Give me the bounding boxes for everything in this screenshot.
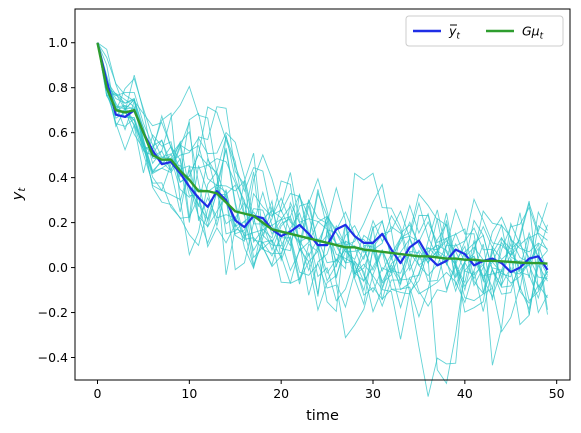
sample-path	[97, 42, 548, 312]
sample-path	[97, 42, 548, 315]
y-tick-label: −0.4	[38, 350, 68, 365]
sample-path	[97, 42, 548, 315]
y-tick-label: 0.8	[48, 80, 68, 95]
sample-path	[97, 42, 548, 308]
series-line-gmu	[96, 42, 548, 265]
legend: yt Gμt	[405, 15, 564, 47]
sample-path	[97, 42, 548, 294]
y-axis-title-base: y	[10, 191, 26, 201]
sample-path	[97, 42, 548, 302]
y-tick-label: 0.4	[48, 170, 68, 185]
legend-label-sub: t	[456, 32, 460, 42]
y-axis-title-sub: t	[17, 187, 28, 192]
sample-path	[97, 42, 548, 333]
x-tick-label: 50	[549, 386, 565, 401]
legend-label: Gμt	[522, 24, 544, 42]
x-axis-title: time	[306, 408, 339, 424]
y-tick-label: 1.0	[48, 35, 68, 50]
y-tick-label: 0.6	[48, 125, 68, 140]
y-tick-label: 0.2	[48, 215, 68, 230]
y-tick-label: 0.0	[48, 260, 68, 275]
legend-label-base: y	[448, 24, 457, 39]
y-axis: −0.4 −0.2 0.0 0.2 0.4 0.6 0.8 1.0	[38, 35, 75, 365]
y-tick-label: −0.2	[38, 305, 68, 320]
x-tick-label: 40	[457, 386, 473, 401]
mean-series	[96, 42, 549, 274]
legend-box	[405, 15, 564, 47]
sample-path	[97, 42, 548, 288]
x-tick-label: 0	[94, 386, 102, 401]
x-tick-label: 20	[273, 386, 289, 401]
plot-frame	[74, 8, 571, 381]
x-axis: 0 10 20 30 40 50	[94, 380, 565, 401]
sample-paths	[97, 42, 548, 397]
series-line-ybar	[96, 42, 549, 274]
legend-label: yt	[448, 24, 460, 42]
y-axis-title: yt	[10, 187, 28, 202]
legend-label-base: Gμ	[522, 24, 540, 39]
x-tick-label: 10	[181, 386, 197, 401]
x-tick-label: 30	[365, 386, 381, 401]
legend-label-sub: t	[540, 32, 544, 42]
